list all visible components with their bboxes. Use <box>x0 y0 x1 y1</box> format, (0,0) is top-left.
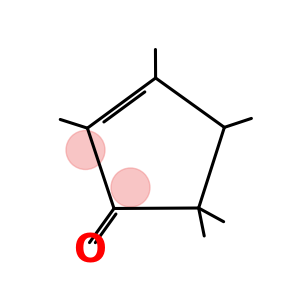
Circle shape <box>66 130 105 170</box>
Circle shape <box>111 168 150 207</box>
Text: O: O <box>73 232 106 271</box>
